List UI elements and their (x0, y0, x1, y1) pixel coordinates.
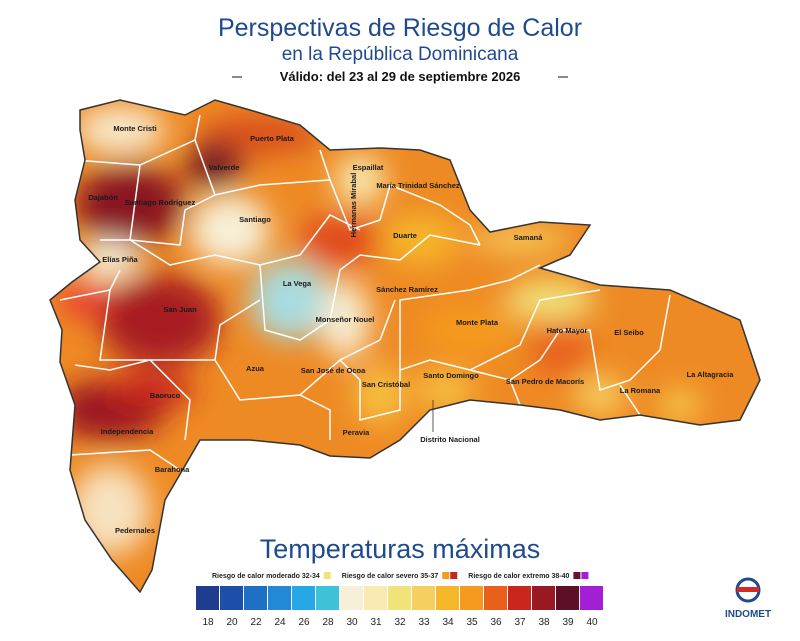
scale-box (532, 586, 555, 610)
heat-fields (55, 105, 700, 555)
scale-box (364, 586, 387, 610)
scale-box (460, 586, 483, 610)
province-label: La Romana (620, 386, 661, 395)
province-label: La Vega (283, 279, 312, 288)
province-label: Monte Plata (456, 318, 499, 327)
province-label: Santo Domingo (423, 371, 479, 380)
province-label: Valverde (209, 163, 240, 172)
scale-label: 35 (466, 617, 478, 628)
scale-label: 33 (418, 617, 430, 628)
scale-label: 32 (394, 617, 406, 628)
legend-swatch (573, 572, 581, 579)
province-label: Pedernales (115, 526, 155, 535)
logo-text: INDOMET (725, 609, 771, 620)
province-label: San Pedro de Macorís (506, 377, 584, 386)
province-label: San José de Ocoa (301, 366, 366, 375)
title: Perspectivas de Riesgo de Calor (218, 14, 582, 42)
province-label: San Juan (163, 305, 197, 314)
legend-swatch (323, 572, 331, 579)
scale-label: 31 (370, 617, 382, 628)
province-label: Duarte (393, 231, 417, 240)
scale-box (580, 586, 603, 610)
province-label: Elías Piña (102, 255, 138, 264)
scale-box (508, 586, 531, 610)
legend-category: Riesgo de calor extremo 38-40 (468, 573, 569, 580)
province-label: Samaná (514, 233, 544, 242)
scale-box (268, 586, 291, 610)
logo-band (737, 587, 759, 592)
legend-category: Riesgo de calor severo 35-37 (342, 573, 439, 580)
province-label: Independencia (101, 427, 154, 436)
validity: Válido: del 23 al 29 de septiembre 2026 (280, 69, 521, 84)
scale-label: 28 (322, 617, 334, 628)
logo: INDOMET (725, 577, 771, 620)
scale-label: 36 (490, 617, 502, 628)
scale-box (196, 586, 219, 610)
province-label: Santiago (239, 215, 271, 224)
scale-box (220, 586, 243, 610)
province-labels: Monte Cristi Puerto Plata Valverde Dajab… (88, 124, 734, 535)
scale-label: 30 (346, 617, 358, 628)
province-label: Peravia (343, 428, 371, 437)
scale-label: 22 (250, 617, 262, 628)
scale-label: 34 (442, 617, 454, 628)
scale-label: 24 (274, 617, 286, 628)
province-label: Hermanas Mirabal (349, 173, 358, 238)
scale-box (484, 586, 507, 610)
subtitle: en la República Dominicana (282, 44, 519, 65)
province-label: Baoruco (150, 391, 181, 400)
coastline (49, 99, 761, 594)
color-scale: 18 20 22 24 26 28 30 31 32 33 34 35 36 37 38 39 40 (196, 586, 603, 628)
province-label: Azua (246, 364, 265, 373)
province-label: El Seibo (614, 328, 644, 337)
scale-box (316, 586, 339, 610)
scale-label: 20 (226, 617, 238, 628)
province-label: Dajabón (88, 193, 118, 202)
scale-label: 38 (538, 617, 550, 628)
scale-label: 26 (298, 617, 310, 628)
province-label: Monseñor Nouel (316, 315, 375, 324)
scale-box (388, 586, 411, 610)
legend-swatch (450, 572, 458, 579)
scale-box (340, 586, 363, 610)
scale-label: 37 (514, 617, 526, 628)
province-label: Hato Mayor (547, 326, 588, 335)
province-label: Distrito Nacional (420, 435, 480, 444)
scale-label: 18 (202, 617, 214, 628)
scale-box (556, 586, 579, 610)
province-label: La Altagracia (687, 370, 735, 379)
province-label: María Trinidad Sánchez (376, 181, 460, 190)
province-label: Puerto Plata (250, 134, 295, 143)
legend-title: Temperaturas máximas (260, 534, 541, 564)
scale-box (292, 586, 315, 610)
scale-box (244, 586, 267, 610)
scale-box (436, 586, 459, 610)
province-label: San Cristóbal (362, 380, 410, 389)
province-label: Sánchez Ramírez (376, 285, 438, 294)
legend-swatch (442, 572, 450, 579)
legend-swatch (581, 572, 589, 579)
province-label: Santiago Rodríguez (125, 198, 196, 207)
province-label: Espaillat (353, 163, 384, 172)
province-label: Barahona (155, 465, 190, 474)
island (50, 100, 760, 592)
province-label: Monte Cristi (113, 124, 156, 133)
legend-categories: Riesgo de calor moderado 32-34 Riesgo de … (212, 572, 589, 580)
scale-box (412, 586, 435, 610)
legend-category: Riesgo de calor moderado 32-34 (212, 573, 320, 580)
province-borders (59, 114, 671, 471)
scale-label: 39 (562, 617, 574, 628)
scale-label: 40 (586, 617, 598, 628)
